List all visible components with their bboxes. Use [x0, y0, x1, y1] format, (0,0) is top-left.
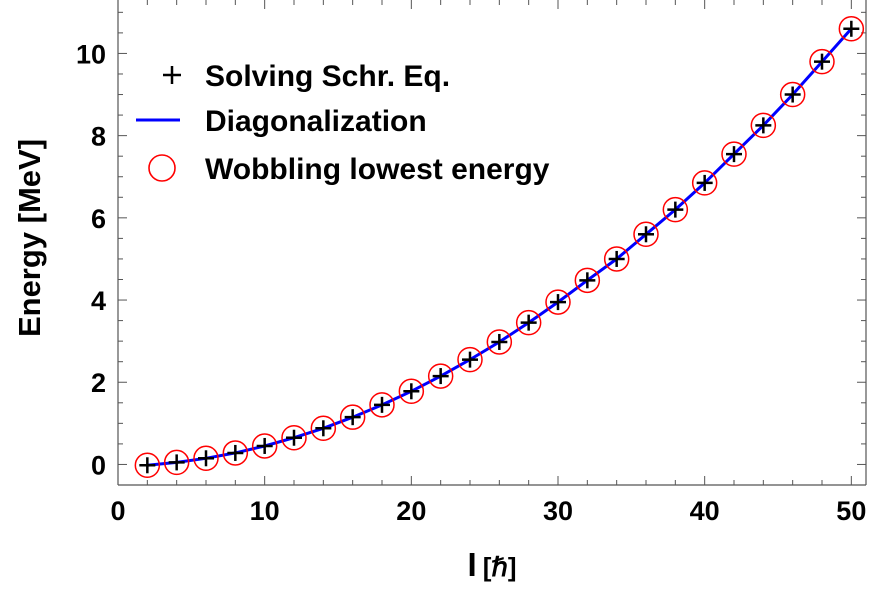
plus-point — [315, 420, 332, 437]
circle-point — [427, 363, 454, 389]
circle-point — [310, 415, 337, 442]
plus-point — [520, 314, 537, 331]
plus-point — [814, 53, 830, 70]
circle-point — [251, 433, 278, 459]
plus-point — [843, 20, 860, 37]
circle-point — [721, 141, 747, 167]
plus-point — [374, 396, 390, 413]
x-tick-label: 20 — [396, 496, 426, 526]
circle-point — [222, 440, 249, 466]
circle-point — [369, 392, 395, 418]
circle-point — [633, 221, 659, 248]
plus-point — [462, 351, 478, 368]
axis-labels: 0 10 20 30 40 50 0 2 4 6 8 10 I [ℏ] Energy [MeV] — [12, 39, 866, 583]
plus-point — [139, 457, 156, 474]
circle-point — [662, 196, 689, 223]
circle-point — [545, 289, 571, 315]
y-tick-label: 2 — [91, 368, 106, 398]
plus-point — [256, 437, 273, 454]
series-line-diagonalization — [147, 27, 853, 467]
x-tick-label: 40 — [690, 496, 720, 526]
plus-point — [168, 454, 185, 471]
x-tick-label: 50 — [836, 496, 866, 526]
plus-point — [726, 146, 742, 163]
plus-point — [638, 226, 654, 243]
plus-point — [344, 409, 361, 426]
plus-point — [198, 450, 214, 467]
y-tick-label: 8 — [91, 122, 106, 152]
circle-point — [691, 170, 718, 196]
circle-point — [163, 449, 190, 476]
circle-point — [486, 329, 513, 355]
circle-point — [134, 452, 161, 479]
circle-point — [838, 16, 865, 42]
circle-point — [193, 445, 219, 472]
plus-point — [286, 429, 302, 446]
circle-point — [603, 246, 630, 272]
plus-point — [227, 444, 244, 461]
x-tick-label: 10 — [250, 496, 280, 526]
y-axis-title: Energy [MeV] — [12, 139, 47, 337]
plus-point — [491, 333, 508, 350]
plot-area — [134, 16, 865, 479]
legend-marker-plus — [163, 66, 181, 84]
y-tick-label: 4 — [91, 286, 106, 316]
circle-point — [779, 81, 806, 108]
legend-label: Solving Schr. Eq. — [205, 60, 450, 93]
legend-marker-circle — [148, 154, 176, 182]
circle-point — [457, 346, 483, 373]
x-axis-title: I [ℏ] — [468, 546, 517, 583]
y-tick-label: 6 — [91, 204, 106, 234]
plus-point — [403, 383, 420, 400]
x-tick-label: 30 — [543, 496, 573, 526]
plus-point — [784, 86, 801, 103]
plus-point — [755, 117, 772, 134]
axes — [117, 0, 867, 486]
y-tick-label: 10 — [76, 39, 106, 69]
x-axis-title-symbol: I — [468, 546, 477, 583]
circle-point — [281, 424, 307, 451]
plus-point — [579, 272, 596, 289]
circle-point — [574, 267, 601, 294]
x-axis-title-unit: [ℏ] — [483, 552, 517, 582]
plus-point — [608, 250, 625, 267]
y-tick-label: 0 — [91, 450, 106, 480]
legend: Solving Schr. Eq. Diagonalization Wobbling… — [136, 60, 550, 186]
legend-label: Wobbling lowest energy — [205, 153, 550, 186]
circle-point — [809, 48, 835, 75]
plus-point — [667, 201, 684, 218]
circle-point — [750, 112, 777, 139]
plus-point — [550, 294, 566, 311]
circle-point — [398, 378, 425, 405]
plus-point — [432, 368, 449, 385]
circle-point — [515, 309, 542, 336]
plus-point — [696, 174, 713, 191]
x-tick-label: 0 — [110, 496, 125, 526]
circle-point — [339, 404, 366, 430]
legend-label: Diagonalization — [205, 105, 427, 138]
